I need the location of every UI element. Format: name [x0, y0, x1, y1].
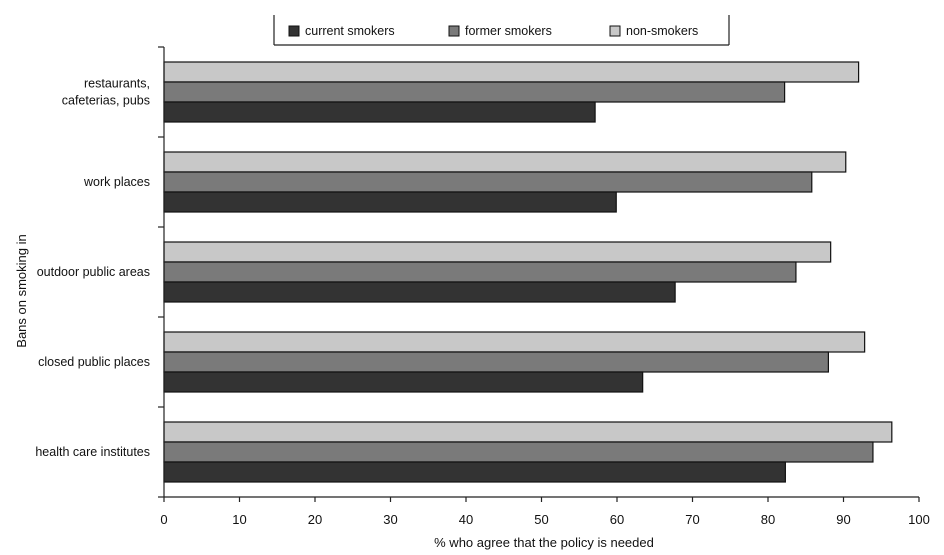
legend: current smokers former smokers non-smokers [273, 15, 730, 46]
category-label: closed public places [38, 355, 150, 369]
x-tick-label: 80 [761, 512, 775, 527]
bar-closed-public-places-current-smokers [163, 371, 644, 393]
bar-restaurants-cafeterias-pubs-non-smokers [163, 61, 860, 83]
bar-outdoor-public-areas-non-smokers [163, 241, 832, 263]
bar-health-care-institutes-former-smokers [163, 441, 874, 463]
category-labels-group: restaurants, cafeterias, pubs work places o… [35, 77, 150, 460]
x-axis-label: % who agree that the policy is needed [434, 535, 654, 550]
bar-closed-public-places-non-smokers [163, 331, 866, 353]
bar-closed-public-places-former-smokers [163, 351, 830, 373]
category-label: work places [83, 175, 150, 189]
legend-swatch-former-smokers [448, 25, 460, 37]
x-tick-label: 70 [685, 512, 699, 527]
x-tick-label: 40 [459, 512, 473, 527]
legend-label-current-smokers: current smokers [305, 24, 395, 38]
y-axis-label: Bans on smoking in [14, 234, 29, 347]
legend-label-non-smokers: non-smokers [626, 24, 698, 38]
bars-group [163, 61, 893, 483]
legend-swatch-non-smokers [609, 25, 621, 37]
bar-restaurants-cafeterias-pubs-former-smokers [163, 81, 786, 103]
bar-work-places-former-smokers [163, 171, 813, 193]
category-label: cafeterias, pubs [62, 94, 150, 108]
bar-health-care-institutes-current-smokers [163, 461, 786, 483]
x-tick-label: 100 [908, 512, 930, 527]
ticks-group: 0 10 20 30 40 50 60 70 80 90 100 [160, 497, 930, 527]
bar-work-places-non-smokers [163, 151, 847, 173]
legend-swatch-current-smokers [288, 25, 300, 37]
bar-outdoor-public-areas-current-smokers [163, 281, 676, 303]
x-tick-label: 10 [232, 512, 246, 527]
bar-restaurants-cafeterias-pubs-current-smokers [163, 101, 596, 123]
x-tick-label: 60 [610, 512, 624, 527]
x-tick-label: 20 [308, 512, 322, 527]
category-label: health care institutes [35, 445, 150, 459]
x-tick-label: 30 [383, 512, 397, 527]
x-tick-label: 90 [836, 512, 850, 527]
category-label: outdoor public areas [37, 265, 150, 279]
bar-work-places-current-smokers [163, 191, 617, 213]
legend-label-former-smokers: former smokers [465, 24, 552, 38]
category-label: restaurants, [84, 77, 150, 91]
x-tick-label: 50 [534, 512, 548, 527]
bar-outdoor-public-areas-former-smokers [163, 261, 797, 283]
x-tick-label: 0 [160, 512, 167, 527]
bar-health-care-institutes-non-smokers [163, 421, 893, 443]
